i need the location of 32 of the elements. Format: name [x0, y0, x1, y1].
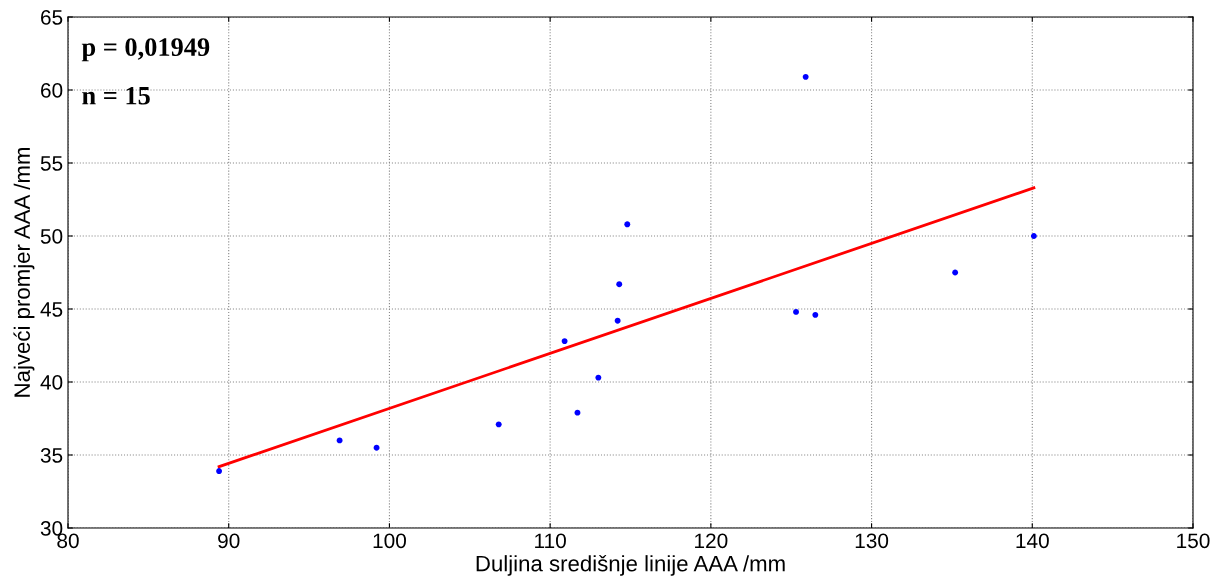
- y-tick-label: 50: [40, 229, 63, 244]
- x-axis-title: Duljina središnje linije AAA /mm: [476, 555, 785, 576]
- y-tick-label: 35: [40, 448, 63, 463]
- y-tick-label: 55: [40, 156, 63, 171]
- annotation: n = 15: [82, 86, 150, 105]
- point: [495, 421, 502, 428]
- y-tick-label: 60: [41, 83, 63, 98]
- point: [952, 269, 959, 276]
- point: [336, 437, 343, 444]
- x-tick-label: 110: [535, 533, 566, 549]
- point: [616, 281, 623, 288]
- x-tick-label: 90: [218, 533, 240, 549]
- y-axis-title: Najveći promjer AAA /mm: [13, 148, 35, 397]
- y-tick-label: 65: [41, 10, 63, 25]
- y-tick-label: 45: [40, 302, 63, 317]
- point: [812, 311, 819, 318]
- point: [624, 221, 631, 228]
- point: [216, 468, 223, 475]
- x-tick-label: 100: [373, 533, 406, 549]
- point: [561, 338, 568, 345]
- y-tick-label: 40: [40, 375, 63, 390]
- x-tick-label: 130: [855, 533, 889, 549]
- x-tick-label: 140: [1016, 533, 1049, 549]
- point: [793, 308, 799, 315]
- point: [614, 317, 621, 324]
- point: [574, 409, 581, 416]
- point: [595, 374, 602, 381]
- x-tick-label: 150: [1177, 533, 1210, 549]
- x-tick-label: 120: [695, 533, 728, 549]
- point: [802, 73, 809, 80]
- annotation: p = 0,01949: [81, 38, 210, 62]
- point: [1030, 233, 1037, 239]
